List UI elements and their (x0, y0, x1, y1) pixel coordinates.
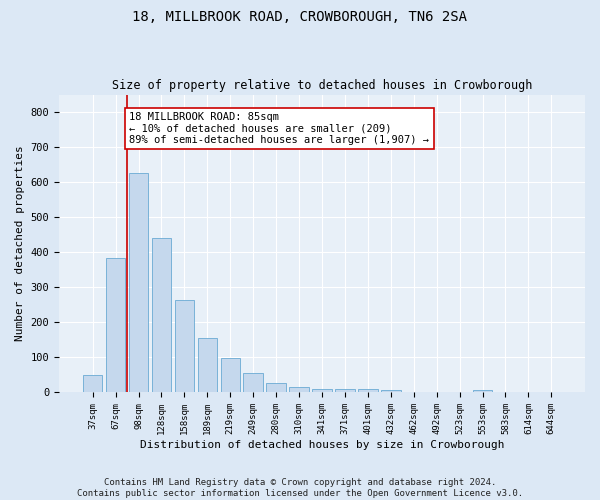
Bar (381, 390, 401, 392)
Text: 18 MILLBROOK ROAD: 85sqm
← 10% of detached houses are smaller (209)
89% of semi-: 18 MILLBROOK ROAD: 85sqm ← 10% of detach… (130, 112, 430, 146)
Bar (175, 300, 194, 392)
Title: Size of property relative to detached houses in Crowborough: Size of property relative to detached ho… (112, 79, 532, 92)
Bar (312, 389, 332, 392)
Bar (289, 386, 309, 392)
Bar (335, 388, 355, 392)
Bar (106, 258, 125, 392)
Bar (197, 338, 217, 392)
Bar (244, 373, 263, 392)
Bar (266, 382, 286, 392)
Bar (358, 388, 377, 392)
X-axis label: Distribution of detached houses by size in Crowborough: Distribution of detached houses by size … (140, 440, 504, 450)
Text: 18, MILLBROOK ROAD, CROWBOROUGH, TN6 2SA: 18, MILLBROOK ROAD, CROWBOROUGH, TN6 2SA (133, 10, 467, 24)
Bar (129, 174, 148, 392)
Text: Contains HM Land Registry data © Crown copyright and database right 2024.
Contai: Contains HM Land Registry data © Crown c… (77, 478, 523, 498)
Bar (473, 390, 492, 392)
Bar (152, 238, 171, 392)
Bar (83, 375, 103, 392)
Y-axis label: Number of detached properties: Number of detached properties (15, 146, 25, 342)
Bar (221, 358, 240, 392)
